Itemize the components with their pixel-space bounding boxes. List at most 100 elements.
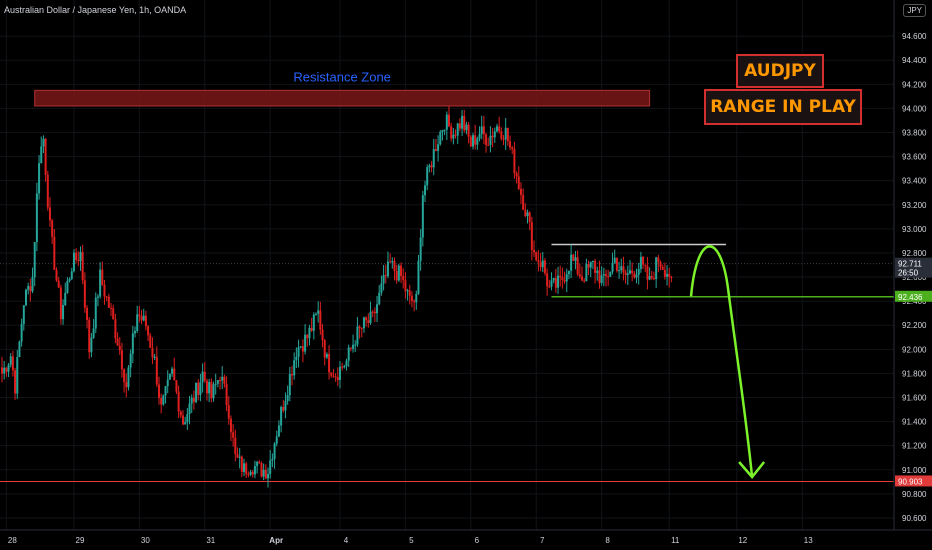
price-tick-label: 91.600 — [902, 394, 927, 403]
candle-body — [38, 163, 41, 194]
candle-body — [615, 257, 618, 271]
candle-body — [245, 463, 248, 475]
candle-body — [338, 366, 341, 381]
candle-body — [247, 474, 250, 476]
candle-body — [480, 126, 483, 135]
price-tick-label: 90.800 — [902, 490, 927, 499]
time-tick-label: 7 — [540, 536, 545, 545]
candle-body — [419, 237, 422, 261]
candle-body — [291, 374, 294, 376]
chart-title-range: RANGE IN PLAY — [704, 89, 862, 125]
candle-body — [563, 279, 566, 282]
candle-body — [64, 292, 67, 306]
candle-body — [70, 271, 73, 279]
price-tick-label: 91.000 — [902, 466, 927, 475]
candle-body — [323, 339, 326, 358]
candle-body — [428, 165, 431, 168]
candle-body — [570, 254, 573, 271]
candle-body — [81, 252, 84, 281]
candle-body — [371, 311, 374, 313]
candle-body — [504, 127, 507, 140]
candle-body — [635, 274, 638, 278]
candle-body — [110, 307, 113, 309]
candle-body — [310, 327, 313, 331]
candle-body — [147, 326, 150, 336]
candle-body — [72, 252, 75, 272]
candle-body — [467, 124, 470, 137]
candle-body — [173, 368, 176, 381]
candle-body — [524, 209, 527, 216]
candle-body — [249, 471, 252, 475]
candle-body — [92, 328, 95, 338]
currency-label[interactable]: JPY — [903, 4, 926, 17]
candle-body — [96, 296, 99, 298]
candle-body — [421, 195, 424, 238]
candle-body — [408, 290, 411, 296]
candle-body — [530, 222, 533, 250]
candle-body — [482, 126, 485, 135]
candle-body — [223, 376, 226, 384]
candle-body — [20, 323, 23, 342]
candle-body — [168, 373, 171, 380]
price-tick-label: 93.800 — [902, 129, 927, 138]
candle-body — [581, 276, 584, 281]
candle-body — [312, 314, 315, 331]
candle-body — [541, 260, 544, 268]
candle-body — [219, 380, 222, 382]
candle-body — [317, 310, 320, 314]
price-tick-label: 94.600 — [902, 32, 927, 41]
time-axis[interactable]: 28 29 30 31 Apr 4 5 6 7 8 11 12 13 — [8, 536, 813, 545]
candle-body — [626, 273, 629, 276]
candle-body — [572, 254, 575, 261]
price-tick-label: 92.800 — [902, 249, 927, 258]
candle-body — [205, 380, 208, 394]
candle-body — [587, 264, 590, 268]
candle-body — [29, 286, 32, 292]
symbol-header: Australian Dollar / Japanese Yen, 1h, OA… — [4, 5, 187, 15]
candle-body — [498, 126, 501, 132]
candle-body — [273, 443, 276, 459]
candle-body — [557, 275, 560, 288]
candle-body — [509, 141, 512, 148]
candle-body — [192, 397, 195, 402]
candle-body — [116, 338, 119, 346]
price-tick-label: 91.800 — [902, 369, 927, 378]
candle-body — [655, 257, 658, 279]
candle-body — [639, 256, 642, 269]
candle-body — [567, 270, 570, 275]
time-tick-label: 13 — [804, 536, 813, 545]
projection-arrow — [689, 245, 766, 479]
candle-body — [53, 236, 56, 270]
candle-body — [125, 382, 128, 388]
candle-body — [212, 384, 215, 399]
candle-body — [631, 270, 634, 274]
candle-body — [68, 278, 71, 281]
candle-body — [11, 356, 14, 371]
time-tick-label: 29 — [76, 536, 85, 545]
candle-body — [410, 295, 413, 302]
candle-body — [397, 265, 400, 281]
price-tick-label: 90.600 — [902, 514, 927, 523]
candle-body — [456, 123, 459, 136]
candle-body — [666, 273, 669, 277]
candle-body — [118, 345, 121, 351]
candle-body — [57, 280, 60, 288]
candle-body — [101, 269, 104, 285]
candle-body — [618, 270, 621, 272]
price-tick-label: 91.200 — [902, 442, 927, 451]
candle-body — [395, 270, 398, 281]
candle-body — [646, 265, 649, 280]
candle-body — [18, 341, 21, 358]
candle-body — [519, 189, 522, 195]
candle-body — [620, 266, 623, 271]
candle-body — [306, 334, 309, 339]
candle-body — [624, 272, 627, 276]
resistance-zone-rect — [34, 89, 651, 107]
candle-body — [321, 329, 324, 340]
candle-body — [417, 260, 420, 294]
price-label-box — [895, 475, 932, 487]
time-tick-label: 4 — [344, 536, 349, 545]
candle-body — [574, 257, 577, 261]
candle-body — [637, 268, 640, 275]
candle-body — [535, 252, 538, 261]
